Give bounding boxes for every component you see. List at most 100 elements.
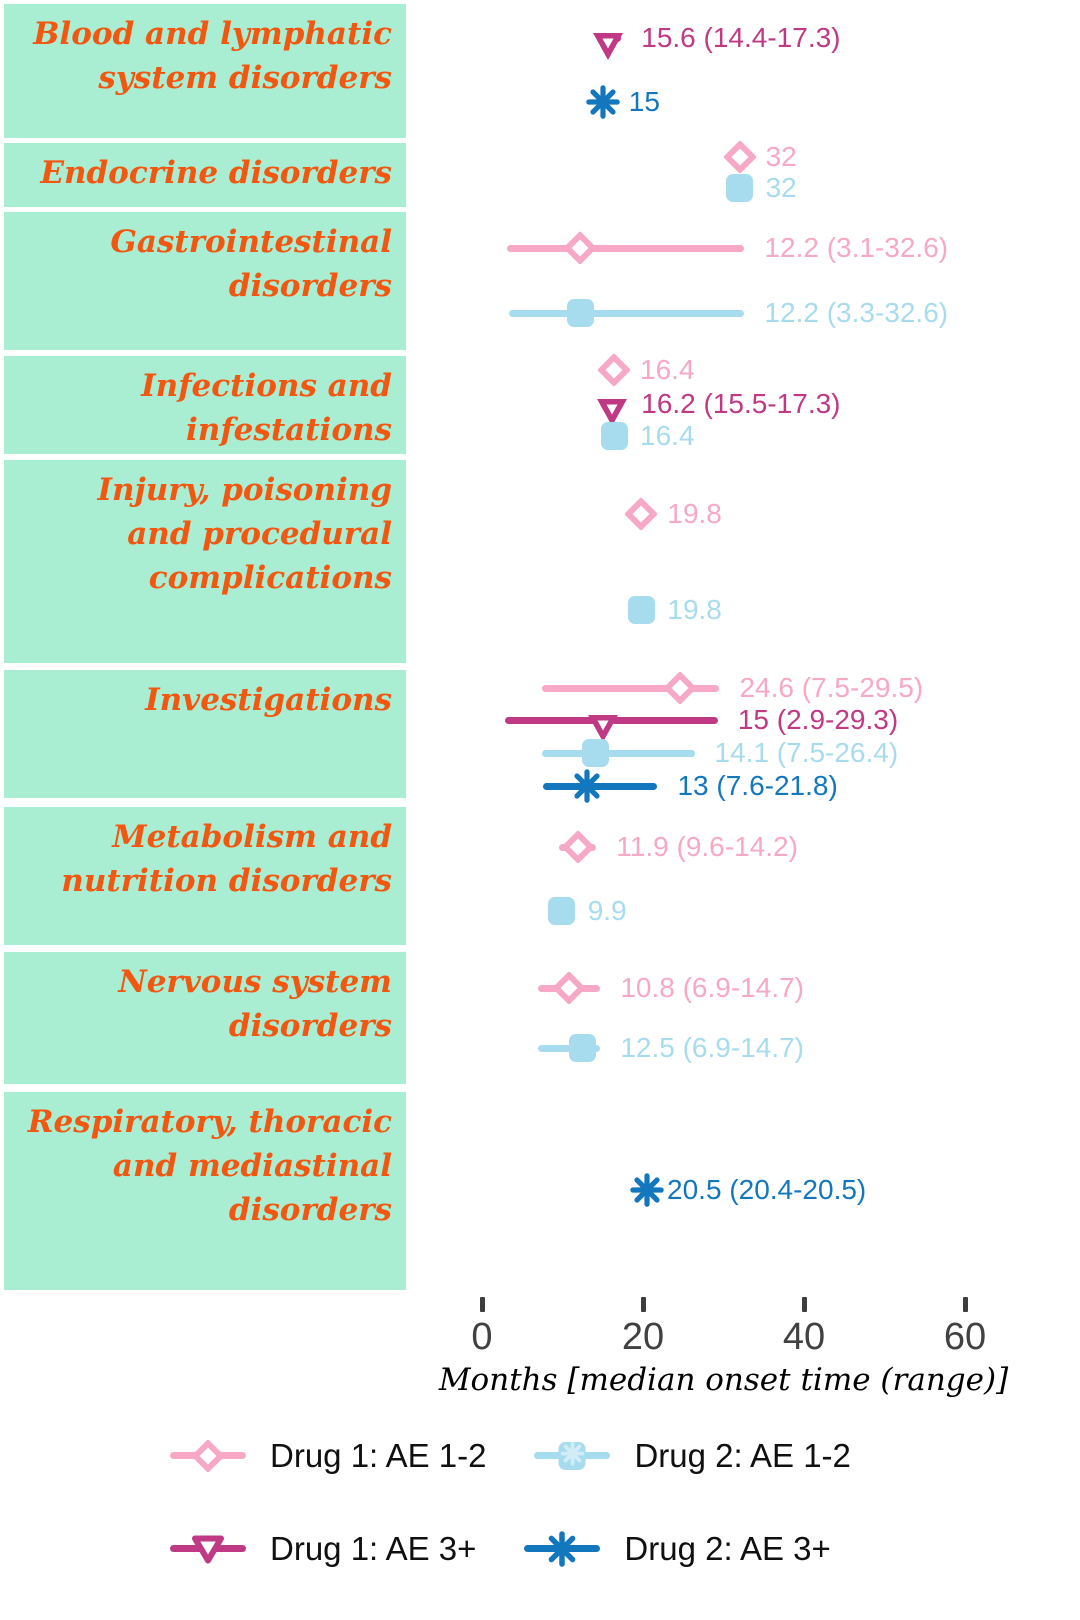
legend-label: Drug 1: AE 3+	[270, 1530, 477, 1567]
axis-tick-label: 60	[943, 1316, 987, 1358]
triangle-down-marker-icon	[595, 395, 629, 429]
value-label: 32	[765, 172, 797, 203]
range-line	[506, 244, 745, 252]
asterisk-marker-icon	[585, 85, 620, 119]
square-core	[566, 299, 594, 327]
value-label: 11.9 (9.6-14.2)	[616, 831, 798, 862]
legend-label: Drug 2: AE 1-2	[634, 1437, 851, 1474]
triangle-down-marker-icon	[591, 29, 625, 63]
open-diamond-marker-icon	[597, 353, 631, 387]
category-band: Infections and infestations	[4, 356, 406, 454]
value-label: 13 (7.6-21.8)	[677, 770, 838, 801]
category-label: Nervous system disorders	[118, 964, 392, 1045]
category-band: Respiratory, thoracic and mediastinal diso…	[4, 1092, 406, 1290]
category-label: Respiratory, thoracic and mediastinal diso…	[27, 1104, 392, 1229]
legend-item: Drug 2: AE 3+	[524, 1530, 831, 1568]
legend-label: Drug 1: AE 1-2	[270, 1437, 487, 1474]
value-label: 16.2 (15.5-17.3)	[641, 388, 841, 419]
value-label: 32	[765, 141, 797, 172]
value-label: 24.6 (7.5-29.5)	[739, 672, 924, 703]
category-label: Endocrine disorders	[40, 155, 392, 191]
triangle-down-marker-icon	[586, 711, 620, 745]
category-label: Infections and infestations	[141, 368, 392, 449]
legend-marker	[170, 1438, 246, 1474]
open-diamond-core	[551, 971, 586, 1005]
value-label: 15 (2.9-29.3)	[737, 704, 899, 735]
open-diamond-marker-icon	[191, 1439, 225, 1473]
open-diamond-marker-icon	[563, 231, 598, 265]
open-diamond-marker-icon	[551, 971, 586, 1005]
triangle-down-marker-icon	[191, 1534, 225, 1565]
legend-marker	[524, 1531, 601, 1567]
range-line	[542, 684, 720, 692]
open-diamond-core	[597, 353, 631, 387]
asterisk-marker-icon	[544, 1531, 581, 1567]
category-band: Blood and lymphatic system disorders	[4, 4, 406, 138]
value-label: 12.5 (6.9-14.7)	[620, 1032, 804, 1063]
legend-row: Drug 1: AE 1-2 Drug 2: AE 1-2	[170, 1437, 851, 1475]
open-diamond-marker-icon	[560, 830, 595, 864]
asterisk-marker-icon	[630, 1173, 664, 1207]
axis-tick-label: 0	[471, 1316, 493, 1358]
value-label: 12.2 (3.3-32.6)	[764, 297, 949, 328]
category-band: Metabolism and nutrition disorders	[4, 807, 406, 945]
square-core	[627, 596, 655, 624]
value-label: 12.2 (3.1-32.6)	[764, 232, 949, 263]
square-marker-icon	[566, 1031, 600, 1065]
square-core	[600, 422, 628, 450]
category-band: Investigations	[4, 670, 406, 798]
category-band: Endocrine disorders	[4, 143, 406, 207]
axis-tick	[962, 1297, 968, 1312]
open-diamond-marker-icon	[624, 497, 659, 531]
legend-item: Drug 1: AE 1-2	[170, 1437, 486, 1475]
legend-marker	[170, 1531, 246, 1567]
category-band: Gastrointestinal disorders	[4, 212, 406, 350]
value-label: 20.5 (20.4-20.5)	[667, 1174, 867, 1205]
square-marker-icon	[558, 1441, 586, 1470]
asterisk-marker-icon	[569, 769, 604, 803]
axis-tick-label: 20	[621, 1316, 665, 1358]
square-marker-icon	[563, 296, 597, 330]
square-core	[548, 897, 576, 925]
range-line	[537, 1044, 601, 1052]
square-marker-icon	[579, 736, 613, 770]
square-core	[582, 739, 609, 767]
open-diamond-core	[663, 671, 697, 705]
value-label: 10.8 (6.9-14.7)	[620, 972, 804, 1003]
category-label: Investigations	[145, 682, 392, 718]
legend-marker	[534, 1438, 611, 1474]
category-band: Nervous system disorders	[4, 952, 406, 1084]
range-line	[508, 309, 745, 317]
value-label: 16.4	[640, 420, 695, 451]
square-core	[569, 1034, 597, 1062]
legend-item: Drug 2: AE 1-2	[534, 1437, 851, 1475]
category-band: Injury, poisoning and procedural complicat…	[4, 460, 406, 663]
square-marker-icon	[597, 419, 631, 453]
open-diamond-marker-icon	[663, 671, 697, 705]
axis-tick-label: 40	[782, 1316, 826, 1358]
legend-row: Drug 1: AE 3+ Drug 2: AE 3+	[170, 1530, 851, 1568]
value-label: 14.1 (7.5-26.4)	[714, 737, 899, 768]
category-label: Metabolism and nutrition disorders	[61, 819, 392, 900]
open-diamond-core	[191, 1439, 225, 1473]
range-line	[542, 749, 695, 757]
value-label: 15.6 (14.4-17.3)	[641, 22, 841, 53]
open-diamond-core	[560, 830, 595, 864]
legend: Drug 1: AE 1-2 Drug 2: AE 1-2 Drug 1: AE 3…	[170, 1437, 851, 1568]
x-axis-title: Months [median onset time (range)]	[438, 1362, 1009, 1398]
square-marker-icon	[545, 894, 579, 928]
square-core	[558, 1441, 586, 1470]
value-label: 15	[628, 86, 660, 117]
open-diamond-core	[624, 497, 659, 531]
axis-tick	[479, 1297, 485, 1312]
category-label: Injury, poisoning and procedural complicat…	[97, 472, 392, 597]
value-label: 19.8	[667, 498, 722, 529]
legend-label: Drug 2: AE 3+	[624, 1530, 831, 1567]
value-label: 16.4	[640, 354, 695, 385]
value-label: 19.8	[667, 594, 722, 625]
open-diamond-core	[563, 231, 598, 265]
axis-tick	[801, 1297, 807, 1312]
value-label: 9.9	[587, 895, 627, 926]
legend-item: Drug 1: AE 3+	[170, 1530, 476, 1568]
